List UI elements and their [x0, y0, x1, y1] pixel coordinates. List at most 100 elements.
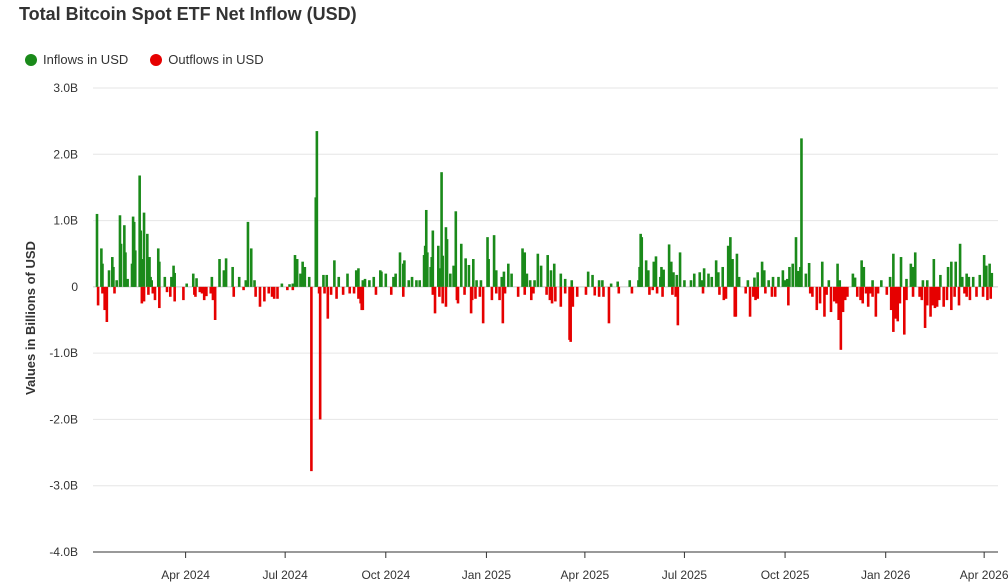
outflow-bar[interactable]: [648, 286, 651, 295]
inflow-bar[interactable]: [299, 273, 302, 287]
inflow-bar[interactable]: [224, 258, 228, 287]
outflow-bar[interactable]: [593, 286, 597, 296]
inflow-bar[interactable]: [662, 269, 665, 287]
inflow-bar[interactable]: [424, 209, 428, 287]
outflow-bar[interactable]: [348, 286, 351, 294]
inflow-bar[interactable]: [807, 262, 811, 287]
outflow-bar[interactable]: [441, 286, 444, 304]
outflow-bar[interactable]: [474, 286, 477, 299]
outflow-bar[interactable]: [113, 286, 116, 294]
outflow-bar[interactable]: [855, 286, 859, 297]
outflow-bar[interactable]: [490, 286, 494, 301]
outflow-bar[interactable]: [105, 286, 109, 322]
inflow-bar[interactable]: [767, 280, 770, 287]
inflow-bar[interactable]: [871, 280, 874, 287]
inflow-bar[interactable]: [303, 266, 307, 287]
inflow-bar[interactable]: [652, 261, 656, 287]
outflow-bar[interactable]: [754, 286, 757, 301]
outflow-bar[interactable]: [837, 286, 840, 320]
outflow-bar[interactable]: [200, 286, 204, 294]
outflow-bar[interactable]: [903, 286, 906, 335]
inflow-bar[interactable]: [965, 273, 968, 287]
inflow-bar[interactable]: [101, 263, 104, 287]
inflow-bar[interactable]: [479, 280, 483, 287]
inflow-bar[interactable]: [354, 270, 358, 287]
inflow-bar[interactable]: [112, 266, 115, 287]
inflow-bar[interactable]: [735, 253, 739, 287]
outflow-bar[interactable]: [734, 286, 738, 317]
inflow-bar[interactable]: [950, 261, 953, 287]
inflow-bar[interactable]: [124, 252, 127, 287]
outflow-bar[interactable]: [503, 286, 507, 294]
outflow-bar[interactable]: [389, 286, 393, 295]
outflow-bar[interactable]: [874, 286, 878, 317]
inflow-bar[interactable]: [126, 278, 129, 287]
outflow-bar[interactable]: [318, 286, 322, 420]
inflow-bar[interactable]: [939, 274, 942, 287]
inflow-bar[interactable]: [692, 273, 696, 287]
outflow-bar[interactable]: [835, 286, 838, 304]
outflow-bar[interactable]: [194, 286, 197, 297]
inflow-bar[interactable]: [791, 263, 795, 287]
inflow-bar[interactable]: [291, 283, 295, 287]
outflow-bar[interactable]: [718, 286, 721, 295]
inflow-bar[interactable]: [788, 266, 791, 287]
outflow-bar[interactable]: [859, 286, 862, 301]
inflow-bar[interactable]: [978, 274, 982, 287]
inflow-bar[interactable]: [415, 280, 418, 287]
inflow-bar[interactable]: [570, 280, 574, 287]
inflow-bar[interactable]: [783, 280, 787, 287]
inflow-bar[interactable]: [851, 273, 855, 287]
outflow-bar[interactable]: [478, 286, 482, 297]
inflow-bar[interactable]: [913, 252, 917, 287]
outflow-bar[interactable]: [876, 286, 880, 294]
inflow-bar[interactable]: [158, 261, 161, 287]
outflow-bar[interactable]: [103, 286, 106, 311]
outflow-bar[interactable]: [818, 286, 822, 304]
inflow-bar[interactable]: [357, 268, 360, 287]
inflow-bar[interactable]: [407, 280, 411, 287]
inflow-bar[interactable]: [726, 245, 730, 287]
inflow-bar[interactable]: [368, 280, 371, 287]
outflow-bar[interactable]: [671, 286, 674, 295]
inflow-bar[interactable]: [394, 273, 397, 287]
inflow-bar[interactable]: [398, 252, 402, 287]
inflow-bar[interactable]: [591, 274, 594, 287]
inflow-bar[interactable]: [333, 260, 336, 287]
outflow-bar[interactable]: [438, 286, 441, 297]
inflow-bar[interactable]: [361, 280, 365, 287]
outflow-bar[interactable]: [894, 286, 897, 319]
inflow-bar[interactable]: [440, 172, 443, 287]
inflow-bar[interactable]: [988, 263, 991, 287]
outflow-bar[interactable]: [267, 286, 271, 294]
outflow-bar[interactable]: [523, 286, 527, 295]
inflow-bar[interactable]: [418, 280, 421, 287]
outflow-bar[interactable]: [232, 286, 236, 297]
inflow-bar[interactable]: [794, 237, 798, 287]
outflow-bar[interactable]: [787, 286, 790, 306]
outflow-bar[interactable]: [885, 286, 889, 295]
inflow-bar[interactable]: [307, 276, 311, 287]
inflow-bar[interactable]: [549, 270, 553, 287]
inflow-bar[interactable]: [899, 257, 903, 287]
inflow-bar[interactable]: [804, 273, 808, 287]
outflow-bar[interactable]: [361, 286, 365, 311]
outflow-bar[interactable]: [444, 286, 448, 307]
outflow-bar[interactable]: [861, 286, 865, 304]
outflow-bar[interactable]: [481, 286, 485, 324]
outflow-bar[interactable]: [575, 286, 579, 297]
outflow-bar[interactable]: [165, 286, 169, 293]
outflow-bar[interactable]: [310, 286, 313, 472]
inflow-bar[interactable]: [628, 280, 632, 287]
outflow-bar[interactable]: [153, 286, 157, 301]
outflow-bar[interactable]: [808, 286, 812, 294]
inflow-bar[interactable]: [985, 265, 988, 287]
inflow-bar[interactable]: [438, 268, 441, 287]
outflow-bar[interactable]: [291, 286, 295, 291]
inflow-bar[interactable]: [700, 280, 704, 287]
outflow-bar[interactable]: [756, 286, 760, 299]
inflow-bar[interactable]: [454, 211, 458, 287]
inflow-bar[interactable]: [836, 263, 839, 287]
inflow-bar[interactable]: [563, 278, 567, 287]
outflow-bar[interactable]: [953, 286, 956, 297]
